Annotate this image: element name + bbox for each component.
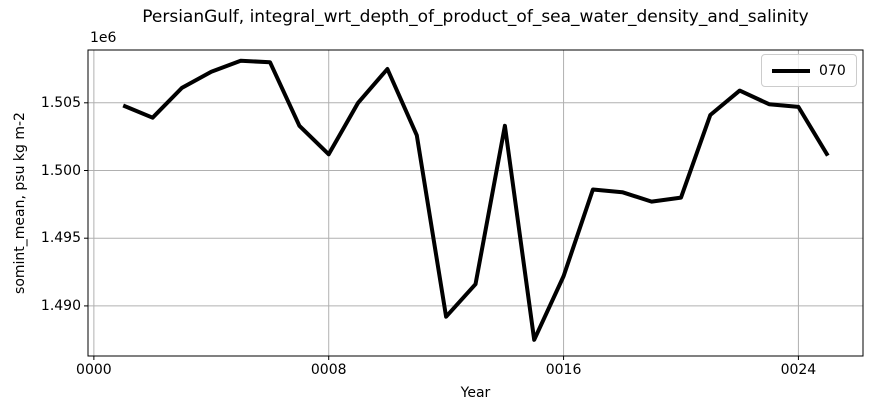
- x-tick-label: 0024: [780, 362, 817, 378]
- legend-series-label: 070: [819, 62, 846, 79]
- x-tick-label: 0016: [545, 362, 582, 378]
- x-tick-label: 0008: [310, 362, 347, 378]
- y-axis-offset-text: 1e6: [90, 30, 117, 46]
- x-axis-label: Year: [460, 385, 491, 401]
- y-tick-label: 1.495: [40, 230, 81, 247]
- y-tick-label: 1.505: [40, 94, 81, 111]
- legend-line-sample-icon: [772, 68, 810, 73]
- y-tick-label: 1.500: [40, 162, 81, 179]
- legend: 070: [761, 54, 857, 87]
- axes-frame: [87, 49, 864, 357]
- data-series-line-070: [122, 58, 830, 342]
- chart-title: PersianGulf, integral_wrt_depth_of_produ…: [142, 7, 809, 27]
- x-tick-label: 0000: [76, 362, 112, 378]
- y-tick-label: 1.490: [40, 297, 81, 314]
